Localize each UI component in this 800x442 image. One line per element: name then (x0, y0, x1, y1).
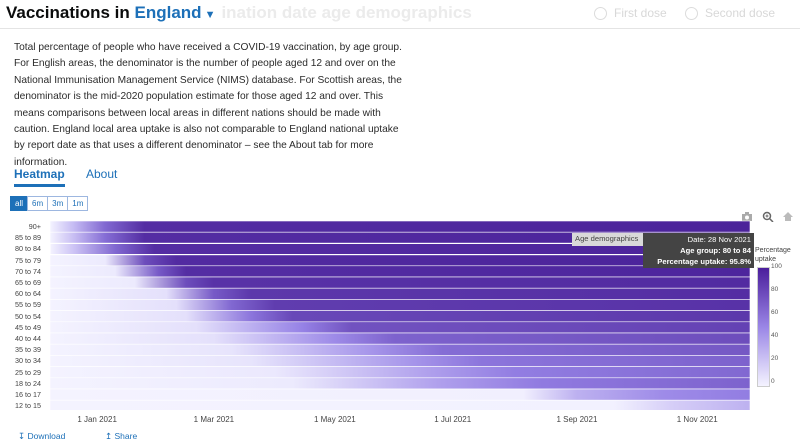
heatmap-row-90-[interactable] (49, 220, 751, 233)
range-3m-button[interactable]: 3m (47, 196, 69, 211)
tab-about[interactable]: About (86, 167, 118, 181)
x-tick-label: 1 Sep 2021 (556, 415, 598, 424)
hover-tooltip: Age demographics Date: 28 Nov 2021 Age g… (572, 233, 754, 268)
y-tick-label: 75 to 79 (15, 255, 41, 265)
y-tick-label: 90+ (28, 222, 41, 231)
y-tick-label: 55 to 59 (15, 300, 41, 310)
radio-circle-icon (685, 7, 698, 20)
range-all-button[interactable]: all (10, 196, 29, 211)
second-dose-label: Second dose (705, 6, 776, 20)
range-selector: all 6m 3m 1m (10, 196, 89, 211)
header: Vaccinations in England ▼ ination date age… (0, 0, 800, 29)
heatmap-row-55-to-59[interactable] (49, 299, 751, 311)
download-label: Download (27, 431, 66, 441)
colorbar-tick: 60 (771, 309, 779, 316)
x-tick-label: 1 Nov 2021 (676, 415, 718, 424)
heatmap-row-65-to-69[interactable] (49, 276, 751, 289)
title-prefix: Vaccinations in (6, 3, 130, 22)
colorbar-tick: 0 (771, 378, 775, 385)
x-tick-label: 1 Jul 2021 (434, 415, 472, 424)
y-tick-label: 50 to 54 (15, 311, 41, 321)
heatmap-row-12-to-15[interactable] (49, 399, 751, 410)
download-icon: ↧ (18, 431, 26, 441)
x-tick-label: 1 May 2021 (313, 415, 356, 424)
second-dose-radio[interactable]: Second dose (685, 6, 775, 20)
radio-circle-icon (594, 7, 607, 20)
y-tick-label: 45 to 49 (15, 322, 41, 332)
y-tick-label: 60 to 64 (15, 289, 41, 299)
colorbar-tick: 100 (771, 263, 782, 270)
colorbar (757, 267, 770, 387)
colorbar-tick: 40 (771, 332, 779, 339)
x-tick-label: 1 Jan 2021 (77, 415, 117, 424)
download-button[interactable]: ↧ Download (18, 431, 65, 442)
colorbar-tick: 80 (771, 286, 779, 293)
colorbar-title: Percentage uptake (755, 247, 791, 263)
heatmap-row-45-to-49[interactable] (49, 321, 751, 334)
heatmap-row-60-to-64[interactable] (49, 287, 751, 300)
share-button[interactable]: ↥ Share (105, 431, 137, 442)
first-dose-radio[interactable]: First dose (594, 6, 667, 20)
description: Total percentage of people who have rece… (14, 42, 402, 168)
first-dose-label: First dose (614, 6, 667, 20)
y-tick-label: 30 to 34 (15, 356, 41, 366)
tooltip-age-group: Age group: 80 to 84 (680, 246, 751, 255)
camera-icon[interactable] (741, 211, 753, 222)
y-tick-label: 35 to 39 (15, 345, 41, 355)
title-rest: ination date age demographics (221, 3, 472, 22)
share-label: Share (114, 431, 138, 441)
tooltip-box: Date: 28 Nov 2021 Age group: 80 to 84 Pe… (643, 233, 754, 268)
heatmap-row-35-to-39[interactable] (49, 343, 751, 356)
page-title: Vaccinations in England ▼ ination date age… (6, 3, 472, 23)
zoom-icon[interactable] (762, 211, 774, 222)
y-tick-label: 80 to 84 (15, 244, 41, 254)
heatmap-row-16-to-17[interactable] (49, 388, 751, 401)
x-tick-label: 1 Mar 2021 (193, 415, 235, 424)
y-tick-label: 85 to 89 (15, 233, 41, 243)
y-tick-label: 18 to 24 (15, 378, 41, 388)
area-name: England (134, 3, 202, 22)
y-tick-label: 16 to 17 (15, 390, 41, 399)
colorbar-tick: 20 (771, 355, 779, 362)
range-1m-button[interactable]: 1m (67, 196, 89, 211)
y-tick-label: 40 to 44 (15, 334, 41, 343)
heatmap-chart[interactable] (0, 220, 752, 410)
chevron-down-icon: ▼ (204, 9, 216, 21)
heatmap-row-40-to-44[interactable] (49, 332, 751, 345)
heatmap-row-25-to-29[interactable] (49, 366, 751, 379)
heatmap-row-18-to-24[interactable] (49, 377, 751, 390)
y-tick-label: 70 to 74 (15, 266, 41, 276)
tooltip-date: Date: 28 Nov 2021 (687, 235, 751, 244)
y-tick-label: 12 to 15 (15, 401, 41, 411)
y-tick-label: 65 to 69 (15, 278, 41, 287)
tooltip-section-label: Age demographics (572, 233, 648, 246)
y-tick-label: 25 to 29 (15, 367, 41, 377)
heatmap-row-50-to-54[interactable] (49, 310, 751, 323)
home-icon[interactable] (782, 211, 794, 222)
heatmap-row-30-to-34[interactable] (49, 355, 751, 367)
tooltip-uptake: Percentage uptake: 95.8% (657, 257, 751, 266)
share-icon: ↥ (105, 431, 113, 441)
tab-heatmap[interactable]: Heatmap (14, 167, 65, 187)
range-6m-button[interactable]: 6m (27, 196, 49, 211)
area-selector[interactable]: England ▼ (135, 3, 216, 22)
